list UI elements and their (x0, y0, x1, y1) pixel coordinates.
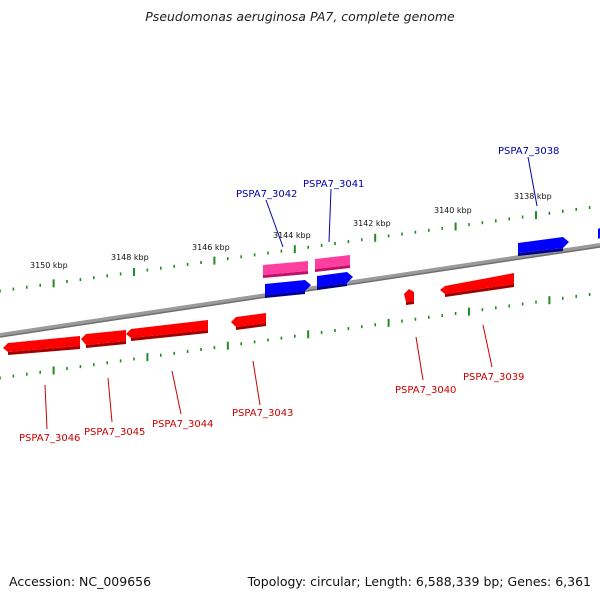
gene-feature-pspa7-3042[interactable] (263, 261, 308, 278)
label-leader-line (265, 199, 284, 248)
label-leader-line (44, 384, 48, 430)
label-leader-line (328, 188, 332, 243)
kbp-label: 3146 kbp (192, 243, 230, 252)
gene-label-pspa7-3045[interactable]: PSPA7_3045 (84, 427, 145, 438)
gene-feature-pspa7-3041[interactable] (315, 255, 350, 272)
lower-tick-track (0, 293, 591, 380)
gene-feature-pspa7-3044[interactable] (126, 320, 208, 341)
kbp-label: 3144 kbp (273, 231, 311, 240)
label-leader-line (107, 377, 113, 423)
gene-feature-pspa7-3046[interactable] (3, 336, 80, 355)
gene-label-pspa7-3040[interactable]: PSPA7_3040 (395, 385, 456, 396)
kbp-label: 3138 kbp (514, 192, 552, 201)
accession-text: Accession: NC_009656 (9, 574, 152, 589)
gene-label-pspa7-3042[interactable]: PSPA7_3042 (236, 189, 297, 200)
gene-label-pspa7-3041[interactable]: PSPA7_3041 (303, 179, 364, 190)
genome-title: Pseudomonas aeruginosa PA7, complete gen… (145, 9, 455, 24)
topology-text: Topology: circular; Length: 6,588,339 bp… (247, 574, 591, 589)
kbp-label: 3142 kbp (353, 219, 391, 228)
kbp-label: 3140 kbp (434, 206, 472, 215)
gene-feature-pspa7-3045[interactable] (81, 330, 126, 348)
kbp-label: 3148 kbp (111, 253, 149, 262)
label-leader-line (415, 336, 424, 381)
gene-feature-pspa7-3039[interactable] (440, 273, 514, 297)
label-leader-line (527, 156, 538, 207)
label-leader-line (482, 324, 493, 368)
label-leader-line (171, 370, 182, 415)
gene-label-pspa7-3038[interactable]: PSPA7_3038 (498, 146, 559, 157)
gene-label-pspa7-3046[interactable]: PSPA7_3046 (19, 433, 80, 444)
gene-label-pspa7-3044[interactable]: PSPA7_3044 (152, 419, 213, 430)
gene-feature-blue-2[interactable] (317, 272, 353, 290)
label-leader-line (252, 360, 261, 406)
upper-tick-track (0, 206, 591, 293)
gene-label-pspa7-3039[interactable]: PSPA7_3039 (463, 372, 524, 383)
gene-feature-pspa7-3038[interactable] (518, 237, 569, 256)
gene-feature-blue-1[interactable] (265, 280, 311, 298)
gene-feature-pspa7-3040[interactable] (404, 289, 414, 305)
gene-feature-pspa7-3043[interactable] (231, 313, 266, 330)
gene-label-pspa7-3043[interactable]: PSPA7_3043 (232, 408, 293, 419)
kbp-label: 3150 kbp (30, 261, 68, 270)
